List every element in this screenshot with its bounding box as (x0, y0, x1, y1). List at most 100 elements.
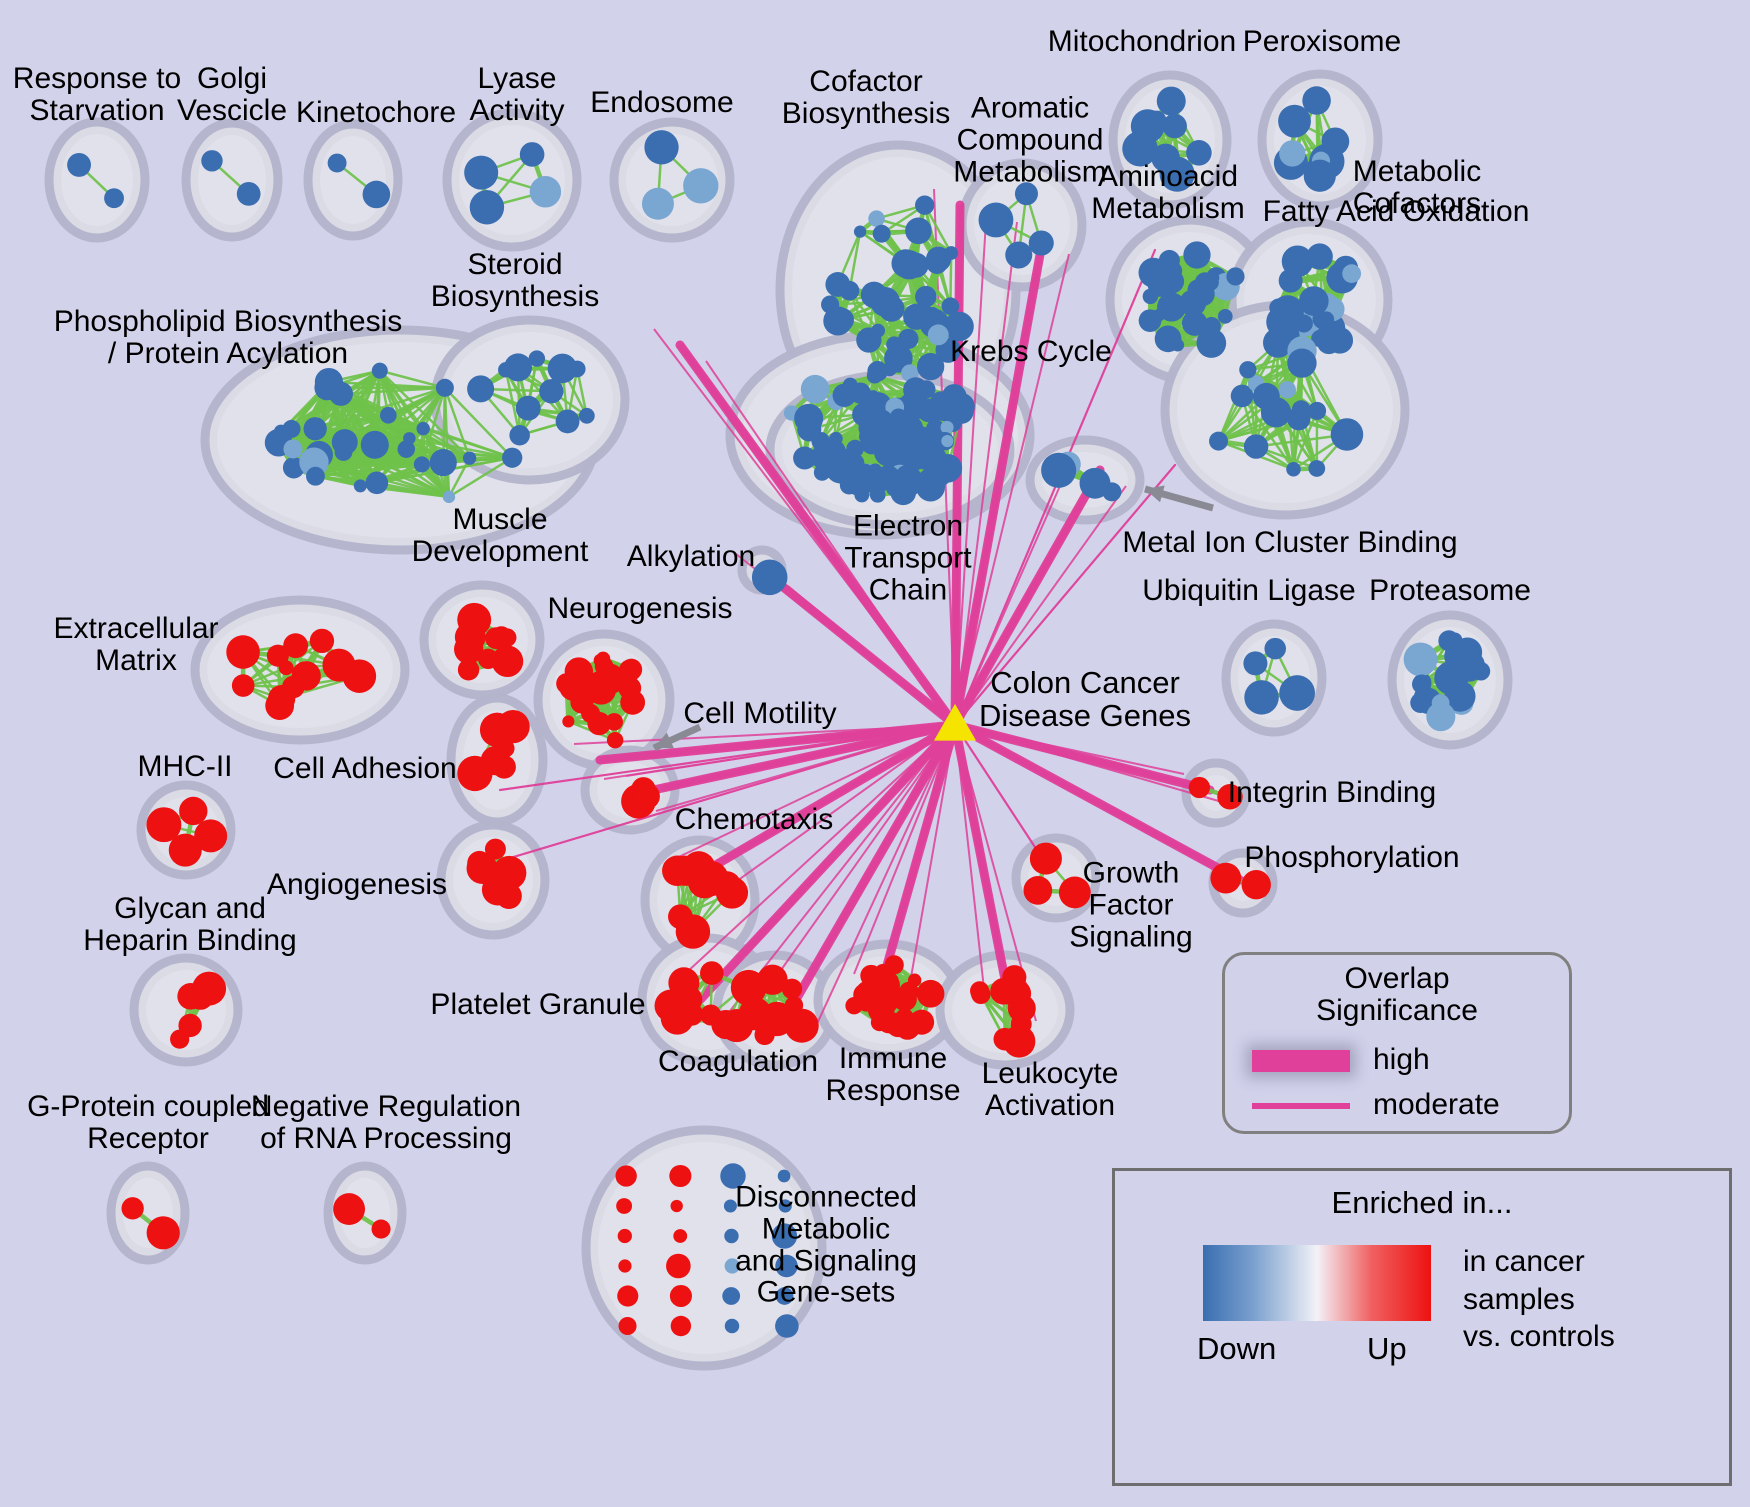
gene-set-node[interactable] (845, 997, 863, 1015)
gene-set-node[interactable] (529, 176, 562, 208)
gene-set-node[interactable] (810, 444, 836, 470)
gene-set-node[interactable] (898, 437, 926, 465)
gene-set-node[interactable] (872, 409, 893, 430)
gene-set-node[interactable] (871, 430, 887, 446)
gene-set-node[interactable] (309, 628, 335, 654)
gene-set-node[interactable] (724, 1318, 740, 1334)
gene-set-node[interactable] (539, 379, 564, 404)
gene-set-node[interactable] (898, 328, 919, 349)
gene-set-node[interactable] (1244, 680, 1279, 715)
gene-set-node[interactable] (880, 438, 907, 465)
gene-set-node[interactable] (547, 353, 578, 384)
gene-set-node[interactable] (442, 490, 456, 504)
gene-set-node[interactable] (1209, 431, 1229, 451)
gene-set-node[interactable] (993, 1027, 1017, 1051)
gene-set-node[interactable] (1186, 139, 1212, 166)
gene-set-node[interactable] (429, 449, 457, 477)
gene-set-node[interactable] (711, 1010, 741, 1040)
gene-set-node[interactable] (1188, 776, 1211, 799)
gene-set-node[interactable] (885, 1012, 911, 1038)
gene-set-node[interactable] (894, 250, 924, 280)
gene-set-node[interactable] (1079, 467, 1111, 499)
gene-set-node[interactable] (1287, 348, 1317, 378)
gene-set-node[interactable] (201, 150, 223, 172)
gene-set-node[interactable] (457, 755, 493, 792)
gene-set-node[interactable] (915, 285, 937, 308)
gene-set-node[interactable] (495, 883, 522, 910)
gene-set-node[interactable] (941, 434, 954, 448)
gene-set-node[interactable] (896, 479, 917, 500)
gene-set-node[interactable] (509, 424, 530, 446)
gene-set-node[interactable] (1278, 104, 1311, 138)
gene-set-node[interactable] (620, 658, 643, 681)
gene-set-node[interactable] (1014, 182, 1038, 206)
gene-set-node[interactable] (581, 703, 601, 723)
gene-set-node[interactable] (226, 635, 260, 669)
gene-set-node[interactable] (854, 487, 870, 503)
gene-set-node[interactable] (1058, 876, 1091, 909)
gene-set-node[interactable] (1321, 127, 1350, 156)
gene-set-node[interactable] (670, 1199, 683, 1213)
gene-set-node[interactable] (322, 648, 356, 682)
gene-set-node[interactable] (528, 350, 546, 367)
gene-set-node[interactable] (916, 467, 946, 497)
gene-set-node[interactable] (1005, 241, 1033, 269)
gene-set-node[interactable] (192, 971, 227, 1006)
gene-set-node[interactable] (283, 633, 309, 659)
gene-set-node[interactable] (397, 440, 416, 458)
gene-set-node[interactable] (327, 153, 347, 173)
gene-set-node[interactable] (1281, 245, 1314, 278)
gene-set-node[interactable] (669, 1284, 692, 1308)
gene-set-node[interactable] (1230, 384, 1254, 408)
gene-set-node[interactable] (331, 429, 358, 456)
gene-set-node[interactable] (596, 651, 611, 666)
gene-set-node[interactable] (927, 324, 949, 346)
gene-set-node[interactable] (1041, 452, 1077, 488)
gene-set-node[interactable] (1303, 159, 1336, 192)
gene-set-node[interactable] (941, 297, 960, 316)
gene-set-node[interactable] (618, 676, 642, 700)
gene-set-node[interactable] (1151, 143, 1180, 173)
gene-set-node[interactable] (633, 783, 660, 810)
gene-set-node[interactable] (940, 420, 954, 434)
gene-set-node[interactable] (878, 295, 905, 322)
gene-set-node[interactable] (856, 327, 882, 353)
gene-set-node[interactable] (1286, 462, 1301, 477)
gene-set-node[interactable] (886, 336, 903, 353)
gene-set-node[interactable] (379, 406, 397, 424)
gene-set-node[interactable] (67, 152, 92, 177)
gene-set-node[interactable] (1217, 308, 1233, 324)
gene-set-node[interactable] (832, 383, 857, 407)
gene-set-node[interactable] (618, 1316, 637, 1336)
gene-set-node[interactable] (479, 712, 515, 748)
gene-set-node[interactable] (944, 246, 959, 260)
gene-set-node[interactable] (775, 1287, 794, 1305)
gene-set-node[interactable] (457, 602, 492, 637)
gene-set-node[interactable] (922, 401, 944, 423)
gene-set-node[interactable] (1453, 649, 1486, 682)
gene-set-node[interactable] (435, 378, 454, 397)
gene-set-node[interactable] (872, 224, 891, 243)
gene-set-node[interactable] (282, 419, 301, 438)
gene-set-node[interactable] (555, 409, 580, 434)
gene-set-node[interactable] (1291, 400, 1311, 419)
gene-set-node[interactable] (944, 311, 974, 342)
gene-set-node[interactable] (559, 672, 588, 701)
gene-set-node[interactable] (724, 1258, 740, 1274)
gene-set-node[interactable] (467, 375, 495, 403)
gene-set-node[interactable] (829, 431, 843, 446)
gene-set-node[interactable] (1010, 1013, 1032, 1035)
gene-set-node[interactable] (283, 439, 303, 459)
gene-set-node[interactable] (1447, 632, 1463, 648)
gene-set-node[interactable] (641, 187, 674, 220)
gene-set-node[interactable] (1147, 110, 1167, 130)
gene-set-node[interactable] (838, 449, 854, 464)
gene-set-node[interactable] (413, 456, 430, 473)
gene-set-node[interactable] (1138, 309, 1162, 333)
gene-set-node[interactable] (1306, 243, 1333, 270)
gene-set-node[interactable] (1154, 325, 1182, 353)
gene-set-node[interactable] (800, 374, 830, 404)
gene-set-node[interactable] (477, 648, 499, 670)
gene-set-node[interactable] (1196, 328, 1227, 358)
gene-set-node[interactable] (360, 430, 389, 459)
